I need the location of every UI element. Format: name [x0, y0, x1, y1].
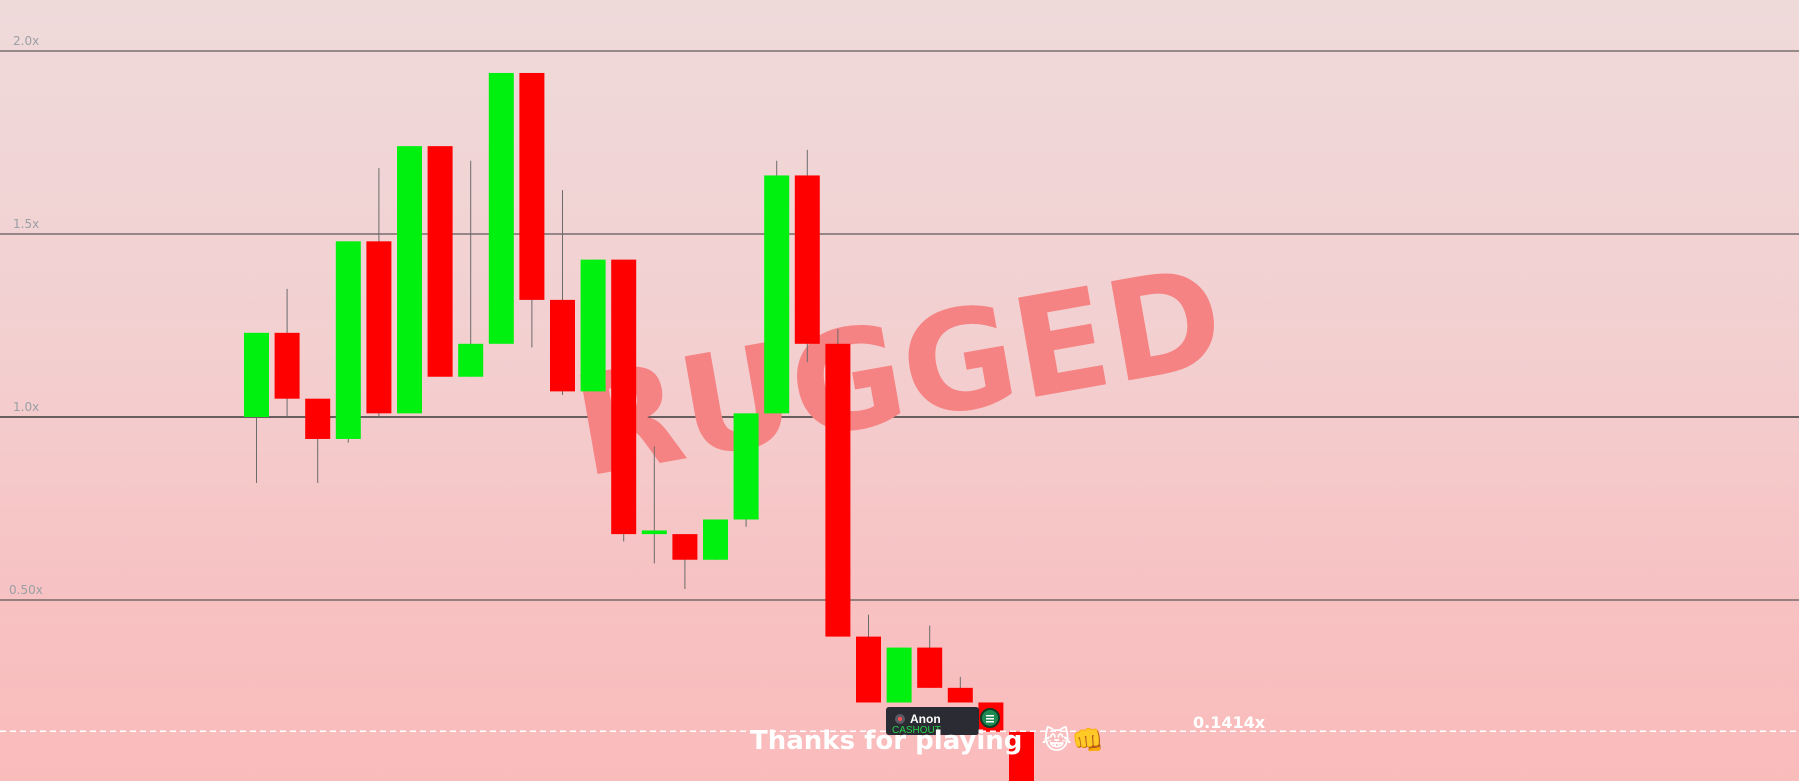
thanks-message: Thanks for playing 😹👊	[750, 726, 1104, 756]
rugged-watermark: RUGGED	[563, 237, 1235, 509]
candle-down	[305, 398, 331, 439]
candle-down	[427, 146, 453, 377]
candle-down	[366, 241, 392, 414]
candle-up	[733, 413, 759, 520]
thanks-text: Thanks for playing	[750, 726, 1022, 756]
candle-up	[641, 530, 667, 535]
candle-up	[458, 343, 484, 377]
candle-up	[703, 519, 728, 560]
candle-up	[886, 647, 912, 703]
grid-layer	[0, 50, 1799, 601]
candle-up	[764, 175, 790, 414]
tooltip-subtext: CASHOUT	[892, 725, 941, 736]
candle-down	[611, 259, 637, 535]
thanks-emoji: 😹👊	[1041, 726, 1104, 756]
y-tick-label: 1.0x	[13, 400, 39, 414]
y-tick-label: 1.5x	[13, 217, 39, 231]
player-tooltip[interactable]: Anon CASHOUT	[886, 707, 1000, 736]
candle-down	[1009, 731, 1034, 781]
tooltip-name: Anon	[910, 712, 941, 726]
coin-icon	[980, 708, 1000, 728]
current-multiplier-label: 0.1414x	[1193, 713, 1266, 732]
avatar-icon	[895, 714, 905, 724]
candle-down	[550, 299, 575, 392]
y-axis-labels: 2.0x 1.5x 1.0x 0.50x	[9, 34, 43, 597]
candle-down	[274, 332, 300, 399]
candles	[244, 72, 1034, 781]
candle-up	[488, 72, 514, 344]
y-tick-label: 2.0x	[13, 34, 39, 48]
y-tick-label: 0.50x	[9, 583, 43, 597]
candle-down	[519, 72, 545, 300]
tooltip-background	[886, 707, 979, 735]
candle-up	[335, 241, 361, 439]
candle-down	[825, 343, 851, 637]
candle-up	[244, 332, 269, 417]
candle-down	[947, 687, 973, 703]
candle-down	[856, 636, 881, 703]
candle-down	[917, 647, 943, 688]
candle-up	[580, 259, 606, 392]
candle-down	[794, 175, 820, 344]
candle-down	[672, 534, 698, 560]
candle-up	[397, 146, 422, 414]
